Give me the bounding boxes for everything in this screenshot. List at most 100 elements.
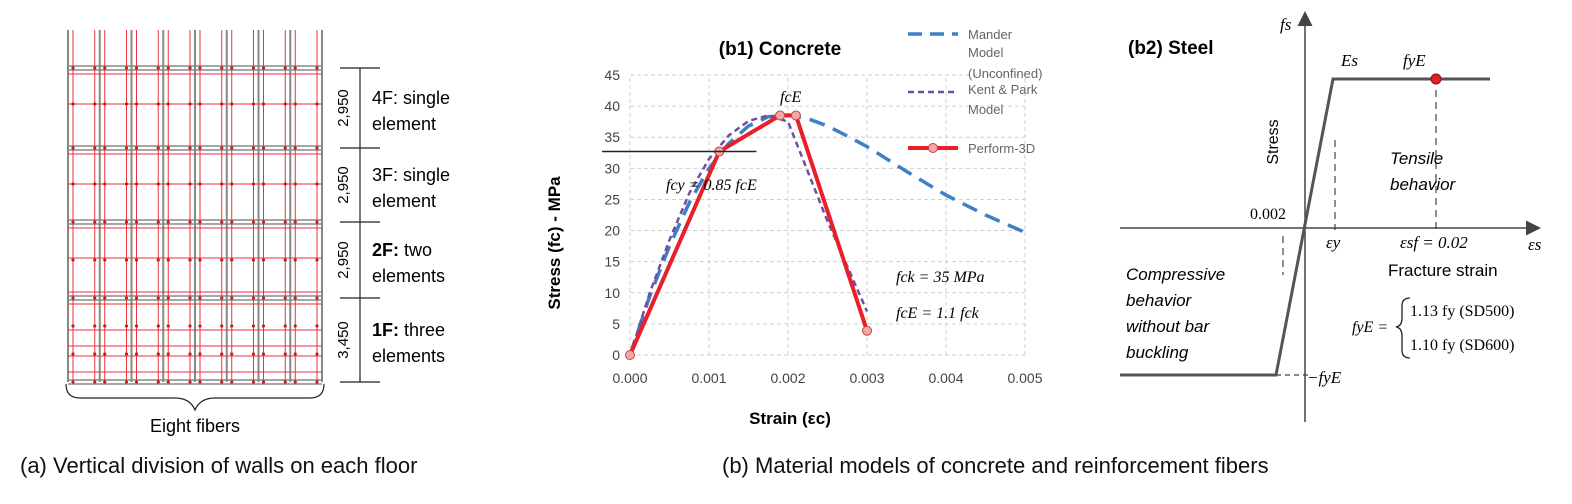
panel-steel: (b2) Steel fs εs Stress Es fyE 0.002 εy … xyxy=(1110,0,1572,450)
fcE-equation: fcE = 1.1 fck xyxy=(896,305,980,322)
fiber-node xyxy=(71,352,75,356)
x-tick-label: 0.003 xyxy=(849,370,884,386)
concrete-legend: Mander Model (Unconfined) Kent & Park Mo… xyxy=(908,27,1042,156)
fiber-node xyxy=(261,220,266,224)
fiber-node xyxy=(261,66,266,70)
fiber-node xyxy=(134,352,139,356)
concrete-y-axis-label: Stress (fc) - MPa xyxy=(545,176,564,310)
fiber-node xyxy=(93,258,97,262)
fiber-node xyxy=(283,296,287,300)
fiber-node xyxy=(315,220,319,224)
fyE-point xyxy=(1430,73,1442,85)
concrete-tick-labels: 0 5 10 15 20 25 30 35 40 45 0.000 0.001 0.002 0.003 0.… xyxy=(604,67,1042,386)
legend-kent-label-2: Model xyxy=(968,102,1004,117)
fiber-node xyxy=(230,146,234,150)
floor-height-label: 3,450 xyxy=(335,321,352,359)
fiber-node xyxy=(198,324,202,328)
fiber-node xyxy=(156,380,160,384)
fiber-node xyxy=(293,220,297,224)
fiber-node xyxy=(198,182,202,186)
x-tick-label: 0.004 xyxy=(928,370,963,386)
fiber-node xyxy=(261,258,266,262)
fiber-node xyxy=(293,324,297,328)
y-tick-label: 0 xyxy=(612,347,620,363)
steel-title: (b2) Steel xyxy=(1128,38,1214,59)
perform-3d-point xyxy=(775,110,786,121)
fiber-node xyxy=(103,380,107,384)
steel-y-axis-label: Stress xyxy=(1265,119,1282,164)
fiber-node xyxy=(315,324,319,328)
fiber-node xyxy=(293,296,297,300)
compressive-label-2: behavior xyxy=(1126,291,1193,310)
fiber-node xyxy=(103,352,107,356)
floor-height-label: 2,950 xyxy=(335,241,352,279)
fiber-node xyxy=(188,352,192,356)
fiber-node xyxy=(261,352,266,356)
wall-division-diagram: 2,950 4F: single element 2,950 3F: single ele… xyxy=(65,30,450,436)
fiber-node xyxy=(124,66,129,70)
fiber-node xyxy=(198,380,202,384)
fiber-node xyxy=(166,182,170,186)
legend-mander-label-3: (Unconfined) xyxy=(968,66,1042,81)
fiber-node xyxy=(315,258,319,262)
y-tick-label: 35 xyxy=(604,129,620,145)
fiber-node xyxy=(230,220,234,224)
floor-desc-line-1: 3F: single xyxy=(372,165,450,185)
fiber-node xyxy=(93,324,97,328)
y-tick-label: 15 xyxy=(604,254,620,270)
floor-height-label: 2,950 xyxy=(335,89,352,127)
fyE-formula-case-2: 1.10 fy (SD600) xyxy=(1410,337,1514,354)
fiber-node xyxy=(251,258,256,262)
fiber-node xyxy=(71,258,75,262)
concrete-x-axis-label: Strain (εc) xyxy=(749,409,831,428)
x-tick-label: 0.002 xyxy=(770,370,805,386)
fyE-formula-case-1: 1.13 fy (SD500) xyxy=(1410,303,1514,320)
fiber-node xyxy=(293,182,297,186)
fiber-node xyxy=(188,146,192,150)
origin-strain-label: 0.002 xyxy=(1250,206,1286,223)
fiber-node xyxy=(103,66,107,70)
fiber-node xyxy=(166,258,170,262)
fiber-node xyxy=(283,220,287,224)
fiber-node xyxy=(156,258,160,262)
fiber-node xyxy=(93,182,97,186)
fiber-node xyxy=(198,102,202,106)
fiber-node xyxy=(188,296,192,300)
fiber-node xyxy=(251,380,256,384)
fiber-node xyxy=(93,352,97,356)
fiber-node xyxy=(188,102,192,106)
legend-mander-label-2: Model xyxy=(968,45,1004,60)
fiber-node xyxy=(283,146,287,150)
fiber-node xyxy=(220,380,224,384)
fiber-node xyxy=(251,66,256,70)
compressive-label-3: without bar xyxy=(1126,317,1210,336)
fiber-node xyxy=(156,296,160,300)
fiber-node xyxy=(93,380,97,384)
fiber-node xyxy=(315,182,319,186)
fyE-formula-lhs: fyE = xyxy=(1352,319,1388,336)
fiber-node xyxy=(315,102,319,106)
fiber-node xyxy=(251,296,256,300)
concrete-title: (b1) Concrete xyxy=(719,39,841,60)
fiber-node xyxy=(71,146,75,150)
fiber-node xyxy=(124,258,129,262)
fiber-node xyxy=(283,182,287,186)
fiber-node xyxy=(166,102,170,106)
fiber-node xyxy=(103,258,107,262)
series-line-2 xyxy=(628,114,869,356)
fiber-node xyxy=(261,296,266,300)
fiber-node xyxy=(93,296,97,300)
fiber-node xyxy=(134,296,139,300)
fiber-node xyxy=(71,66,75,70)
steel-chart: (b2) Steel fs εs Stress Es fyE 0.002 εy … xyxy=(1120,11,1542,422)
fiber-node xyxy=(230,380,234,384)
fiber-node xyxy=(251,146,256,150)
y-tick-label: 40 xyxy=(604,98,620,114)
concrete-gridlines xyxy=(629,74,1026,356)
caption-b: (b) Material models of concrete and rein… xyxy=(722,453,1269,478)
fiber-node xyxy=(293,66,297,70)
fiber-node xyxy=(124,352,129,356)
perform-3d-point xyxy=(862,325,872,336)
fiber-node xyxy=(124,380,129,384)
fiber-node xyxy=(124,146,129,150)
